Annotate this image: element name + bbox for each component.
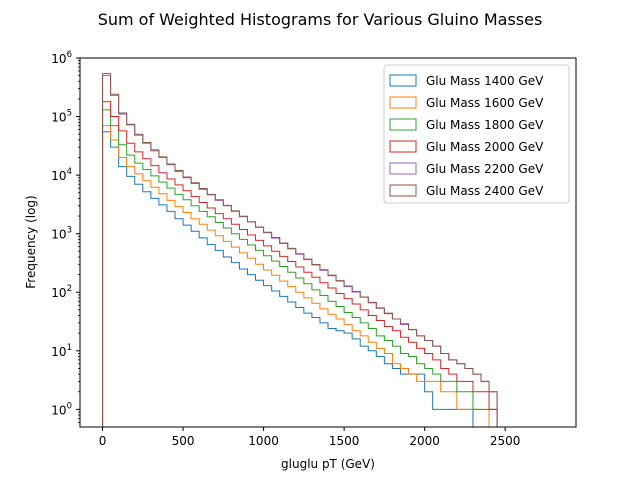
legend-label: Glu Mass 1800 GeV [426, 118, 544, 132]
x-axis: 0 500 1000 1500 2000 2500 [99, 427, 521, 448]
y-tick-label: 100 [51, 401, 72, 417]
legend-label: Glu Mass 2400 GeV [426, 184, 544, 198]
y-tick-label: 103 [51, 226, 72, 242]
y-axis: 100 101 102 103 104 105 106 [51, 50, 80, 423]
x-tick-label: 0 [99, 434, 107, 448]
y-tick-label: 102 [51, 284, 72, 300]
legend-swatch [389, 184, 417, 197]
legend-label: Glu Mass 1400 GeV [426, 74, 544, 88]
y-tick-label: 106 [51, 50, 72, 66]
legend-swatch [389, 74, 417, 87]
y-axis-label: Frequency (log) [24, 195, 38, 288]
chart-title: Sum of Weighted Histograms for Various G… [98, 10, 543, 29]
series-line-0 [102, 131, 474, 427]
y-tick-label: 105 [51, 109, 72, 125]
x-tick-label: 1500 [329, 434, 360, 448]
series-line-3 [102, 101, 498, 427]
x-tick-label: 500 [172, 434, 195, 448]
series-line-2 [102, 109, 498, 427]
legend-swatch [389, 162, 417, 175]
series-line-5 [102, 73, 498, 427]
x-tick-label: 1000 [248, 434, 279, 448]
legend-swatch [389, 140, 417, 153]
series-line-1 [102, 125, 490, 427]
legend-swatch [389, 96, 417, 109]
y-tick-label: 104 [51, 167, 72, 183]
series-layer [102, 73, 498, 427]
legend-swatch [389, 118, 417, 131]
legend-label: Glu Mass 1600 GeV [426, 96, 544, 110]
legend: Glu Mass 1400 GeV Glu Mass 1600 GeV Glu Ma… [383, 64, 570, 204]
x-axis-label: gluglu pT (GeV) [281, 457, 375, 471]
x-tick-label: 2500 [490, 434, 521, 448]
legend-label: Glu Mass 2000 GeV [426, 140, 544, 154]
x-tick-label: 2000 [409, 434, 440, 448]
y-tick-label: 101 [51, 343, 72, 359]
legend-label: Glu Mass 2200 GeV [426, 162, 544, 176]
legend-box [383, 64, 570, 204]
